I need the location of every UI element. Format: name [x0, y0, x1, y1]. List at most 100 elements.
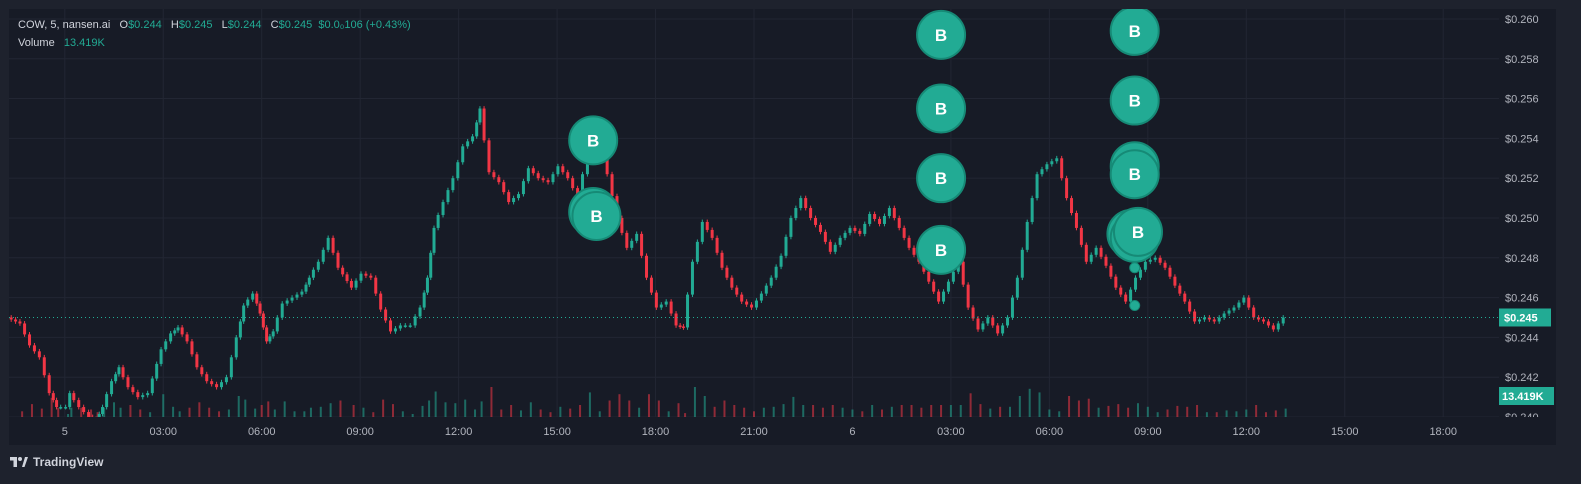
candle[interactable] — [364, 273, 368, 276]
candle[interactable] — [1134, 277, 1138, 290]
candle[interactable] — [1247, 297, 1251, 308]
candle[interactable] — [1030, 198, 1034, 222]
candle[interactable] — [295, 294, 299, 298]
candle[interactable] — [141, 395, 145, 398]
candle[interactable] — [369, 275, 373, 278]
candle[interactable] — [446, 190, 450, 203]
candle[interactable] — [887, 208, 891, 216]
candle[interactable] — [710, 229, 714, 238]
candle[interactable] — [1232, 307, 1236, 311]
candle[interactable] — [316, 261, 320, 270]
small-marker-dot[interactable] — [1129, 300, 1141, 312]
candle[interactable] — [331, 237, 335, 253]
candle[interactable] — [512, 198, 516, 203]
candle[interactable] — [502, 182, 506, 193]
buy-marker[interactable]: B — [1109, 5, 1160, 56]
candle[interactable] — [581, 174, 585, 199]
candle[interactable] — [715, 237, 719, 253]
candle[interactable] — [1217, 317, 1221, 322]
candle[interactable] — [1198, 319, 1202, 322]
candle[interactable] — [1050, 161, 1054, 165]
candle[interactable] — [571, 178, 575, 189]
candle[interactable] — [37, 351, 41, 358]
candle[interactable] — [475, 122, 479, 137]
candle[interactable] — [681, 326, 685, 328]
candle[interactable] — [403, 325, 407, 327]
candle[interactable] — [725, 267, 729, 278]
candle[interactable] — [466, 141, 470, 147]
candle[interactable] — [669, 301, 673, 314]
candle[interactable] — [1207, 317, 1211, 320]
price-axis-svg[interactable]: $0.260 $0.258 $0.256 $0.254 $0.252 $0.250 $0.2… — [1499, 9, 1556, 424]
candle[interactable] — [814, 217, 818, 225]
candle[interactable] — [23, 323, 27, 335]
candle[interactable] — [720, 252, 724, 268]
candle[interactable] — [1168, 267, 1172, 277]
candle[interactable] — [991, 317, 995, 326]
candle[interactable] — [912, 247, 916, 255]
candle[interactable] — [1010, 297, 1014, 318]
candle[interactable] — [610, 174, 614, 197]
candle[interactable] — [379, 293, 383, 310]
price-axis[interactable]: $0.260 $0.258 $0.256 $0.254 $0.252 $0.250 $0.2… — [1499, 9, 1556, 424]
candle[interactable] — [981, 323, 985, 330]
candle[interactable] — [630, 240, 634, 248]
buy-marker[interactable]: B — [916, 83, 967, 134]
candle[interactable] — [1015, 277, 1019, 298]
tradingview-attribution[interactable]: TradingView — [10, 455, 103, 469]
candle[interactable] — [838, 237, 842, 245]
candle[interactable] — [566, 172, 570, 179]
candle[interactable] — [64, 407, 68, 409]
candle[interactable] — [784, 236, 788, 256]
candle[interactable] — [1143, 261, 1147, 270]
candle[interactable] — [605, 159, 609, 175]
candle[interactable] — [1006, 317, 1010, 326]
candle[interactable] — [234, 337, 238, 358]
candle[interactable] — [422, 292, 426, 308]
candle[interactable] — [1089, 254, 1093, 262]
candle[interactable] — [117, 367, 121, 375]
candle[interactable] — [398, 325, 402, 329]
buy-marker-circle[interactable] — [916, 153, 967, 204]
candle[interactable] — [853, 227, 857, 231]
candle[interactable] — [1070, 198, 1074, 213]
candle[interactable] — [185, 334, 189, 342]
candle[interactable] — [764, 285, 768, 294]
symbol-label[interactable]: COW, 5, nansen.ai — [18, 19, 111, 31]
candle[interactable] — [68, 393, 72, 408]
candle[interactable] — [110, 381, 114, 395]
candle[interactable] — [393, 328, 397, 332]
candle[interactable] — [456, 162, 460, 179]
candle[interactable] — [759, 293, 763, 301]
candle[interactable] — [700, 221, 704, 242]
candle[interactable] — [1138, 269, 1142, 278]
candle[interactable] — [1242, 297, 1246, 303]
candle[interactable] — [242, 305, 246, 322]
candle[interactable] — [946, 281, 950, 292]
candle[interactable] — [951, 271, 955, 282]
candle[interactable] — [804, 198, 808, 209]
candle[interactable] — [359, 273, 363, 281]
candle[interactable] — [336, 252, 340, 268]
candle[interactable] — [1001, 325, 1005, 334]
candle[interactable] — [155, 363, 159, 379]
candle[interactable] — [180, 327, 184, 335]
buy-marker-circle[interactable] — [916, 83, 967, 134]
candle[interactable] — [774, 266, 778, 278]
candle[interactable] — [159, 349, 163, 364]
candle[interactable] — [536, 173, 540, 179]
candle[interactable] — [740, 294, 744, 302]
candle[interactable] — [1252, 307, 1256, 318]
candle[interactable] — [224, 377, 228, 383]
candle[interactable] — [131, 387, 135, 393]
candle[interactable] — [690, 261, 694, 295]
buy-marker-circle[interactable] — [1109, 149, 1160, 200]
candle[interactable] — [255, 293, 259, 304]
candle[interactable] — [290, 297, 294, 301]
candle[interactable] — [1074, 213, 1078, 228]
candle[interactable] — [1193, 311, 1197, 322]
candle[interactable] — [799, 198, 803, 209]
candle[interactable] — [551, 174, 555, 183]
candle[interactable] — [971, 307, 975, 319]
candle[interactable] — [55, 400, 59, 408]
